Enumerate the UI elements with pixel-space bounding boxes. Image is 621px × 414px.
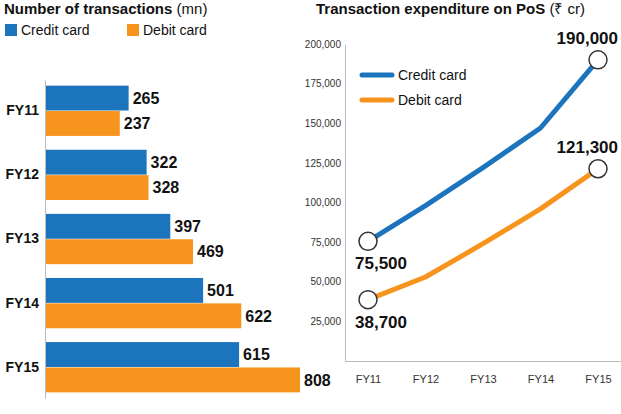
bar — [45, 367, 300, 392]
tick-label: 175,000 — [305, 78, 342, 89]
chart-title: Number of transactions (mn) — [4, 0, 207, 17]
tick-label: 75,000 — [310, 237, 341, 248]
tick: FY14 — [6, 295, 45, 311]
tick-label: 150,000 — [305, 118, 342, 129]
tick: 25,000 — [310, 316, 345, 327]
tick: 175,000 — [305, 78, 345, 89]
tick: FY12 — [413, 361, 439, 385]
chart-title: Transaction expenditure on PoS (₹ cr) — [316, 0, 585, 17]
legend-label: Credit card — [398, 67, 466, 83]
legend-label: Debit card — [398, 92, 462, 108]
chart-panel: Number of transactions (mn) Credit card De… — [4, 0, 331, 399]
bar — [45, 303, 241, 328]
data-label: 75,500 — [355, 254, 407, 273]
tick-label: FY15 — [6, 359, 40, 375]
data-label: 38,700 — [355, 313, 407, 332]
legend-label: Debit card — [143, 22, 207, 38]
data-label: 328 — [153, 179, 180, 196]
bar — [45, 175, 149, 200]
axis-line — [345, 45, 346, 362]
data-label: 808 — [304, 372, 331, 389]
axis-line — [45, 81, 46, 399]
bar — [45, 86, 129, 111]
data-label: 501 — [207, 282, 234, 299]
data-label: 121,300 — [557, 138, 618, 157]
bar — [45, 239, 193, 264]
chart-panel: Transaction expenditure on PoS (₹ cr) 25,… — [305, 0, 621, 385]
data-label: 190,000 — [557, 29, 618, 48]
tick-label: 125,000 — [305, 158, 342, 169]
bar — [45, 342, 239, 367]
tick-label: 100,000 — [305, 197, 342, 208]
legend-label: Credit card — [21, 22, 89, 38]
tick-label: 25,000 — [310, 316, 341, 327]
bar — [45, 214, 170, 239]
legend-swatch — [362, 73, 392, 78]
tick-label: FY14 — [528, 373, 554, 385]
tick-label: FY14 — [6, 295, 40, 311]
tick-label: FY11 — [6, 102, 39, 118]
line — [368, 169, 598, 300]
tick: FY14 — [528, 361, 554, 385]
bar — [45, 150, 147, 175]
tick: FY13 — [470, 361, 496, 385]
y-axis: 25,000 50,000 75,000 100,000 125,000 150,000 1… — [305, 39, 346, 362]
point-marker — [359, 232, 377, 250]
category-axis: FY11 FY12 FY13 FY14 FY15 — [6, 81, 46, 399]
tick: FY13 — [6, 230, 45, 246]
tick-label: FY12 — [413, 373, 439, 385]
tick: FY11 — [6, 102, 45, 118]
tick: 150,000 — [305, 118, 345, 129]
tick-label: FY13 — [470, 373, 496, 385]
data-labels: 75,500 190,000 38,700 121,300 — [355, 29, 618, 332]
point-marker — [589, 51, 607, 69]
legend: Credit card Debit card — [5, 22, 207, 38]
legend: Credit card Debit card — [362, 67, 466, 108]
bar — [45, 278, 203, 303]
tick: 100,000 — [305, 197, 345, 208]
data-label: 397 — [174, 218, 201, 235]
legend-swatch — [362, 98, 392, 103]
tick-label: FY15 — [585, 373, 611, 385]
point-marker — [589, 160, 607, 178]
legend-swatch — [5, 24, 17, 36]
tick: FY12 — [6, 166, 45, 182]
tick: FY15 — [6, 359, 45, 375]
tick: 200,000 — [305, 39, 345, 50]
tick-label: 50,000 — [310, 276, 341, 287]
data-label: 322 — [151, 154, 178, 171]
tick: 75,000 — [310, 237, 345, 248]
data-label: 622 — [245, 308, 272, 325]
axis-line — [346, 361, 621, 362]
figure: Number of transactions (mn) Credit card De… — [0, 0, 621, 414]
bars — [45, 86, 300, 393]
tick: FY15 — [585, 361, 611, 385]
tick-label: FY12 — [6, 166, 40, 182]
point-marker — [359, 291, 377, 309]
tick-label: 200,000 — [305, 39, 342, 50]
x-axis: FY11 FY12 FY13 FY14 FY15 — [346, 361, 621, 385]
bar — [45, 111, 120, 136]
tick: 50,000 — [310, 276, 345, 287]
data-labels: 265 322 397 501 615 237 328 469 622 808 — [124, 90, 331, 389]
tick-label: FY13 — [6, 230, 40, 246]
tick-label: FY11 — [356, 373, 381, 385]
tick: FY11 — [356, 361, 381, 385]
data-label: 237 — [124, 115, 151, 132]
data-label: 469 — [197, 243, 224, 260]
tick: 125,000 — [305, 158, 345, 169]
data-label: 265 — [133, 90, 160, 107]
legend-swatch — [127, 24, 139, 36]
data-label: 615 — [243, 346, 270, 363]
